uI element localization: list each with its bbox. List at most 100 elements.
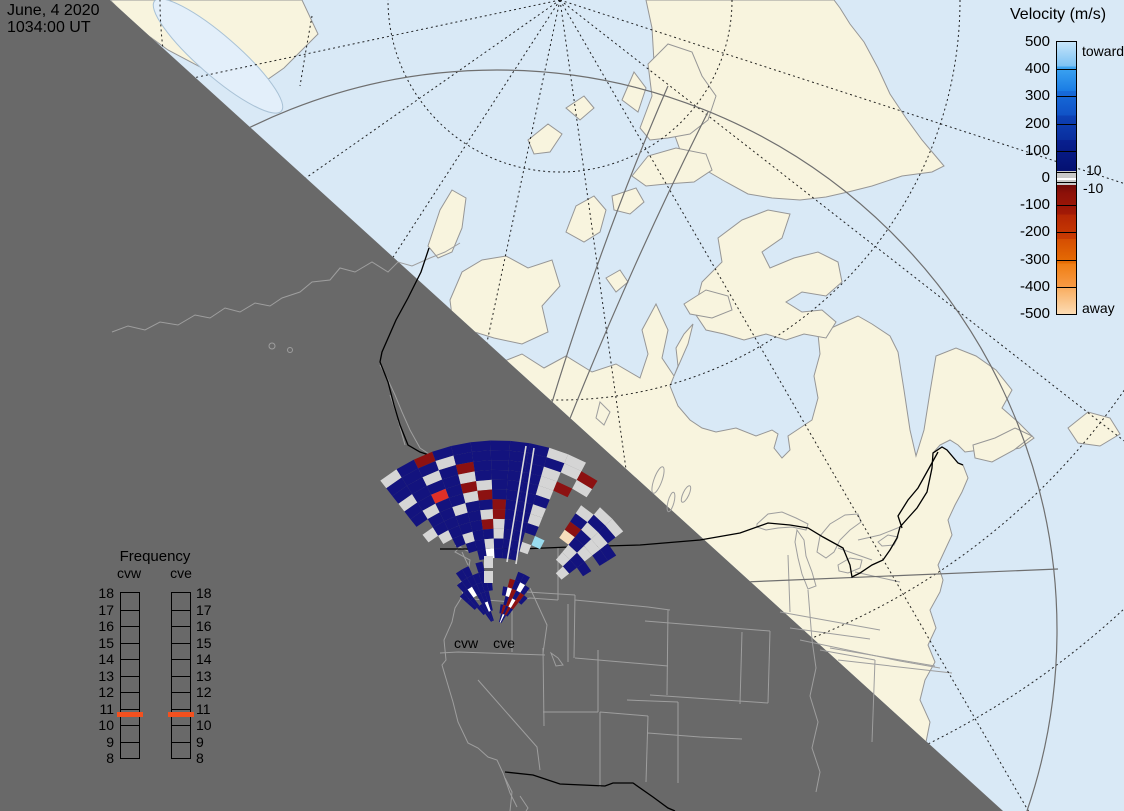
- freq-column-label-cve: cve: [170, 565, 192, 581]
- velocity-tick-label: 100: [1024, 141, 1050, 159]
- radar-cell: [459, 522, 473, 535]
- radar-cell: [472, 572, 482, 585]
- lower-threshold-label: -10: [1083, 180, 1104, 196]
- freq-tick-line: [121, 709, 139, 710]
- radar-cell: [520, 585, 530, 596]
- freq-tick-line: [172, 626, 190, 627]
- freq-scale-label: 14: [98, 651, 114, 667]
- velocity-tick-label: 400: [1024, 60, 1050, 78]
- velocity-tick-line: [1057, 96, 1076, 97]
- velocity-tick-label: 500: [1024, 33, 1050, 50]
- freq-scale-label: 15: [196, 635, 212, 651]
- freq-tick-line: [172, 659, 190, 660]
- radar-cell: [492, 499, 507, 510]
- radar-cell: [500, 614, 506, 624]
- radar-cell: [523, 472, 542, 486]
- velocity-tick-label: -400: [1019, 277, 1050, 295]
- site-label-cvw: cvw: [453, 635, 479, 651]
- freq-tick-line: [121, 742, 139, 743]
- radar-cell: [445, 484, 463, 498]
- radar-cell: [546, 447, 568, 464]
- freq-tick-line: [121, 626, 139, 627]
- radar-cell: [492, 489, 507, 500]
- radar-cell: [484, 538, 495, 549]
- radar-cell: [493, 538, 504, 549]
- radar-cell: [493, 528, 505, 539]
- radar-cell: [422, 503, 440, 520]
- radar-cell: [577, 545, 593, 562]
- radar-cell: [470, 519, 483, 532]
- radar-cell: [435, 497, 453, 513]
- radar-cell: [506, 608, 513, 617]
- radar-cell: [555, 552, 570, 567]
- freq-scale-label: 16: [98, 618, 114, 634]
- frequency-legend: Frequency cvw cve 18 17 16 15 14 13 12 11 10 9 8 1…: [90, 548, 230, 773]
- radar-cell: [555, 566, 570, 580]
- radar-cell: [472, 450, 492, 462]
- radar-cell: [492, 509, 506, 520]
- radar-cell: [570, 513, 588, 530]
- radar-cell: [527, 513, 543, 527]
- freq-tick-line: [121, 725, 139, 726]
- radar-cell: [564, 521, 582, 538]
- freq-scale-label: 8: [196, 750, 204, 766]
- radar-cell: [480, 509, 494, 520]
- radar-cell: [484, 571, 493, 583]
- radar-cell: [444, 516, 459, 531]
- radar-cell: [518, 595, 528, 605]
- radar-cell: [481, 518, 494, 530]
- radar-cell: [493, 518, 505, 529]
- freq-bar-cve: [168, 592, 194, 759]
- velocity-tick-label: -500: [1019, 305, 1050, 322]
- freq-scale-label: 11: [196, 701, 211, 717]
- radar-cell: [581, 522, 599, 540]
- radar-cell: [418, 461, 439, 478]
- radar-cell: [569, 552, 585, 568]
- radar-cell: [398, 494, 418, 512]
- radar-cell: [576, 471, 598, 490]
- frequency-legend-title: Frequency: [119, 548, 191, 565]
- radar-cell: [520, 574, 530, 586]
- radar-cell: [473, 460, 492, 472]
- freq-scale-label: 16: [196, 618, 212, 634]
- radar-cell: [438, 530, 453, 544]
- radar-cell: [543, 457, 565, 473]
- radar-cell: [502, 605, 509, 615]
- radar-cell: [412, 486, 432, 503]
- freq-scale-label: 9: [106, 734, 114, 750]
- radar-cell: [475, 561, 485, 573]
- radar-cell: [575, 505, 594, 523]
- radar-cell: [574, 529, 592, 546]
- radar-cell: [524, 523, 539, 536]
- freq-tick-line: [172, 676, 190, 677]
- freq-scale-label: 15: [98, 635, 114, 651]
- away-label: away: [1082, 300, 1115, 316]
- freq-scale-label: 10: [196, 717, 212, 733]
- radar-cell: [422, 470, 443, 486]
- radar-cell: [484, 556, 493, 568]
- freq-scale-label: 12: [98, 684, 114, 700]
- radar-cell: [504, 606, 511, 616]
- velocity-zero-line: [1057, 178, 1076, 180]
- freq-tick-line: [121, 659, 139, 660]
- radar-cell: [380, 469, 402, 489]
- radar-cell: [553, 481, 573, 498]
- radar-cell: [491, 479, 508, 490]
- radar-cell: [459, 592, 471, 604]
- radar-cell: [452, 503, 468, 517]
- velocity-tick-line: [1057, 124, 1076, 125]
- velocity-tick-line: [1057, 69, 1076, 70]
- freq-scale-label: 11: [99, 701, 114, 717]
- radar-cell: [503, 596, 509, 606]
- radar-cell: [427, 512, 444, 528]
- radar-cell: [479, 604, 487, 614]
- radar-cell: [531, 536, 545, 550]
- upper-threshold-label: 10: [1086, 162, 1102, 178]
- radar-cell: [535, 485, 554, 500]
- radar-cell: [462, 531, 475, 544]
- radar-cell: [562, 559, 577, 574]
- velocity-zero-band: [1057, 172, 1076, 183]
- velocity-tick-line: [1057, 151, 1076, 152]
- radar-cell: [507, 578, 516, 589]
